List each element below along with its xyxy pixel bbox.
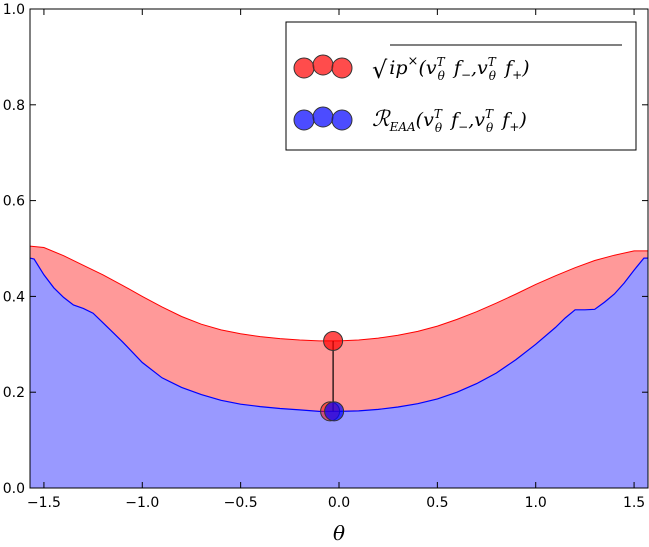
x-tick-label: 1.5: [623, 495, 645, 511]
legend-label-sqrt-ip: √ ip×(vT θ f−,vT θ f+): [372, 54, 530, 84]
legend-marker-blue: [293, 106, 353, 131]
legend-label-r-eaa: ℛEAA(vT θ f−,vT θ f+): [372, 107, 527, 135]
x-tick-label: 0.5: [426, 495, 448, 511]
legend: √ ip×(vT θ f−,vT θ f+) ℛEAA(vT θ f−,vT θ f+): [285, 21, 637, 151]
y-tick-label: 0.2: [3, 385, 25, 401]
y-tick-label: 1.0: [3, 2, 25, 18]
y-tick-label: 0.0: [3, 481, 25, 497]
series-r-eaa-area: [30, 258, 648, 488]
annotation-blue-marker: [324, 401, 345, 422]
x-tick-label: −0.5: [224, 495, 258, 511]
x-tick-label: 1.0: [525, 495, 547, 511]
y-tick-label: 0.4: [3, 289, 25, 305]
x-tick-label: −1.5: [27, 495, 61, 511]
axis-ticks: −1.5 −1.0 −0.5 0.0 0.5 1.0 1.5 0.0 0.2 0.4 0.6 0.8 1…: [3, 2, 648, 511]
x-tick-label: −1.0: [125, 495, 159, 511]
legend-box: [285, 21, 637, 151]
x-axis-label: θ: [333, 521, 345, 545]
y-tick-label: 0.6: [3, 194, 25, 210]
plot-area: [29, 245, 648, 488]
x-tick-label: 0.0: [328, 495, 350, 511]
y-tick-label: 0.8: [3, 98, 25, 114]
legend-marker-red: [293, 54, 353, 79]
annotation-red-marker: [323, 330, 344, 351]
